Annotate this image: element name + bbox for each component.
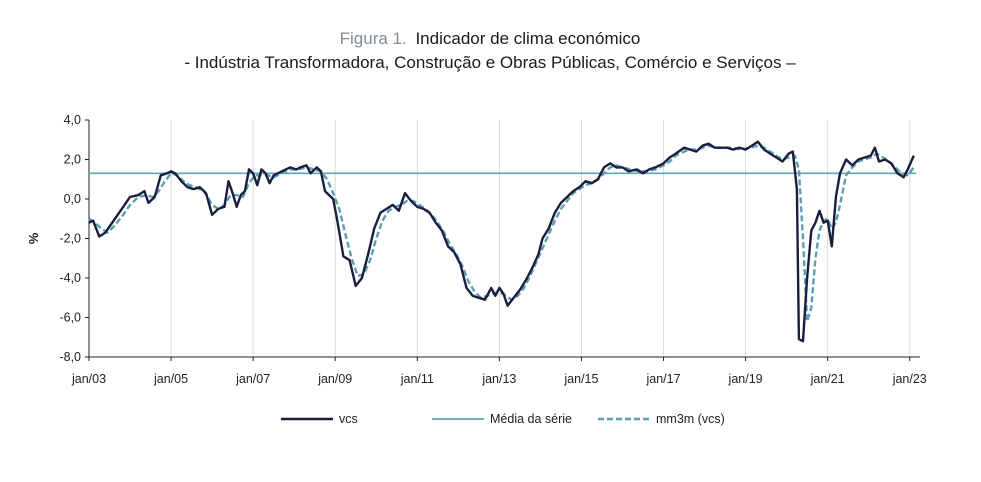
chart-subtitle: - Indústria Transformadora, Construção e… [184,53,796,72]
series-vcs-line [88,140,915,343]
y-tick-labels: 4,0 2,0 0,0 -2,0 -4,0 -6,0 -8,0 [59,113,81,364]
y-tick-label: -6,0 [59,311,81,325]
y-axis-label: % [26,232,41,244]
x-tick-label: jan/15 [563,372,598,386]
series-layer [88,140,916,343]
chart-title: Figura 1. Indicador de clima económico [340,29,641,48]
legend-label-vcs: vcs [339,412,358,426]
x-tick-label: jan/23 [892,372,927,386]
x-tick-label: jan/13 [481,372,516,386]
legend-label-media: Média da série [490,412,572,426]
figure-title: Indicador de clima económico [415,29,640,48]
x-tick-label: jan/17 [645,372,680,386]
y-tick-label: -8,0 [59,350,81,364]
y-tick-label: 4,0 [64,113,81,127]
y-tick-label: -4,0 [59,271,81,285]
legend-label-mm3m: mm3m (vcs) [656,412,725,426]
x-tick-label: jan/11 [400,372,434,386]
legend: vcs Média da série mm3m (vcs) [281,412,725,426]
figure-prefix: Figura 1. [340,29,407,48]
x-tick-label: jan/07 [235,372,270,386]
series-mm3m-line [88,144,915,323]
y-tick-label: 0,0 [64,192,81,206]
grid-lines [170,120,911,357]
x-tick-labels: jan/03 jan/05 jan/07 jan/09 jan/11 jan/13 jan/… [71,372,927,386]
x-tick-label: jan/09 [317,372,352,386]
y-tick-label: -2,0 [59,232,81,246]
x-tick-label: jan/05 [153,372,188,386]
axes [85,119,920,361]
x-tick-label: jan/03 [71,372,106,386]
x-tick-label: jan/19 [728,372,763,386]
x-tick-label: jan/21 [810,372,845,386]
y-tick-label: 2,0 [64,153,81,167]
